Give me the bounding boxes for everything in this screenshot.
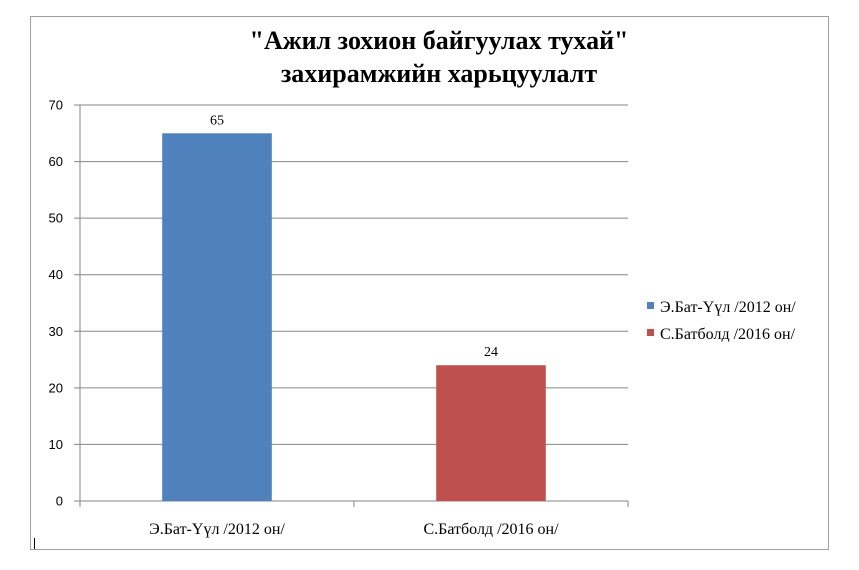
legend-swatch [647, 329, 654, 336]
legend-label: Э.Бат-Үүл /2012 он/ [660, 299, 796, 316]
data-label: 24 [484, 345, 498, 360]
y-tick-label: 20 [49, 380, 63, 395]
chart-title-line-2: захирамжийн харьцуулалт [281, 59, 597, 88]
category-labels: Э.Бат-Үүл /2012 он/С.Батболд /2016 он/ [149, 521, 559, 538]
data-labels: 65 24 [210, 113, 498, 360]
y-tick-label: 60 [49, 154, 63, 169]
y-tick-label: 50 [49, 211, 63, 226]
legend-swatch [647, 302, 654, 309]
y-tick-label: 40 [49, 267, 63, 282]
bars [162, 133, 546, 502]
y-tick-label: 30 [49, 324, 63, 339]
category-label: Э.Бат-Үүл /2012 он/ [149, 521, 285, 538]
y-tick-label: 0 [56, 494, 63, 509]
legend: Э.Бат-Үүл /2012 он/С.Батболд /2016 он/ [647, 299, 796, 343]
frame-tick-mark [34, 538, 35, 549]
category-label: С.Батболд /2016 он/ [423, 521, 559, 538]
y-axis-ticks: 0 10 20 30 40 50 60 70 [49, 98, 63, 509]
legend-label: С.Батболд /2016 он/ [660, 326, 796, 343]
bar [436, 365, 546, 501]
y-tick-label: 70 [49, 98, 63, 113]
chart-title-line-1: "Ажил зохион байгуулах тухай" [250, 26, 629, 55]
data-label: 65 [210, 113, 224, 128]
bar [162, 133, 272, 502]
y-tick-label: 10 [49, 437, 63, 452]
